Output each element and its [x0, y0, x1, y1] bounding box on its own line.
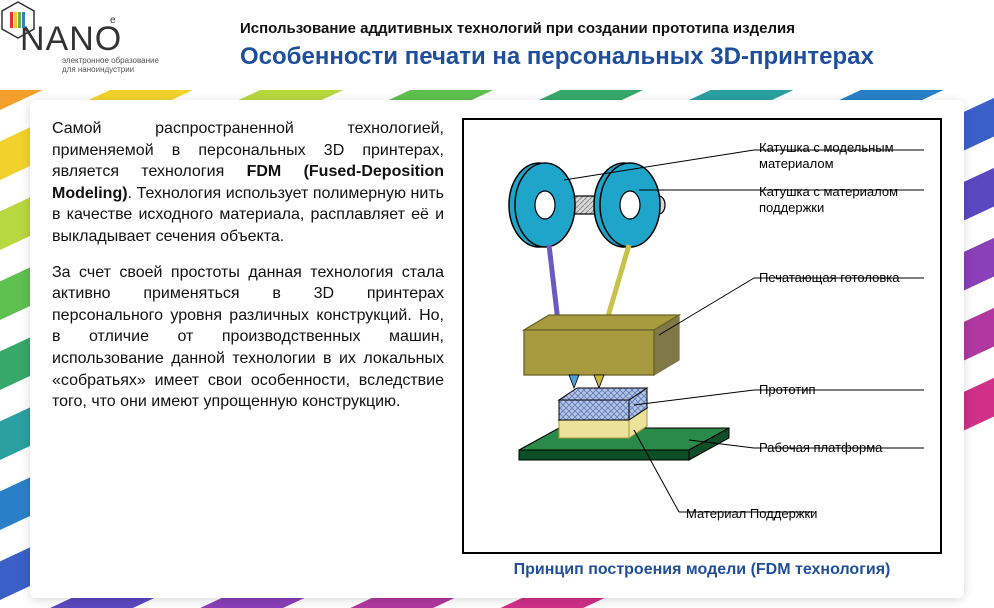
paragraph-2: За счет своей простоты данная технология…	[52, 262, 444, 413]
paragraph-1: Самой распространенной технологией, прим…	[52, 118, 444, 248]
diagram-box: Катушка с модельным материалом Катушка с…	[462, 118, 942, 554]
header: e NANO электронное образование для нанои…	[0, 0, 994, 90]
label-spool-support: Катушка с материалом поддержки	[759, 184, 934, 215]
content-card: Самой распространенной технологией, прим…	[30, 100, 964, 598]
label-platform: Рабочая платформа	[759, 440, 882, 456]
label-head: Печатающая готоловка	[759, 270, 934, 286]
logo-hex-icon	[0, 0, 36, 40]
label-support: Материал Поддержки	[686, 506, 817, 522]
slide-title: Особенности печати на персональных 3D-пр…	[240, 43, 974, 71]
logo-tagline: электронное образование для наноиндустри…	[62, 57, 159, 75]
slide-subtitle: Использование аддитивных технологий при …	[240, 20, 974, 37]
label-spool-model: Катушка с модельным материалом	[759, 140, 934, 171]
diagram-column: Катушка с модельным материалом Катушка с…	[462, 118, 942, 580]
logo: e NANO электронное образование для нанои…	[20, 15, 220, 75]
label-prototype: Прототип	[759, 382, 816, 398]
fdm-diagram	[464, 120, 940, 540]
diagram-caption: Принцип построения модели (FDM технологи…	[462, 560, 942, 580]
text-column: Самой распространенной технологией, прим…	[52, 118, 444, 580]
